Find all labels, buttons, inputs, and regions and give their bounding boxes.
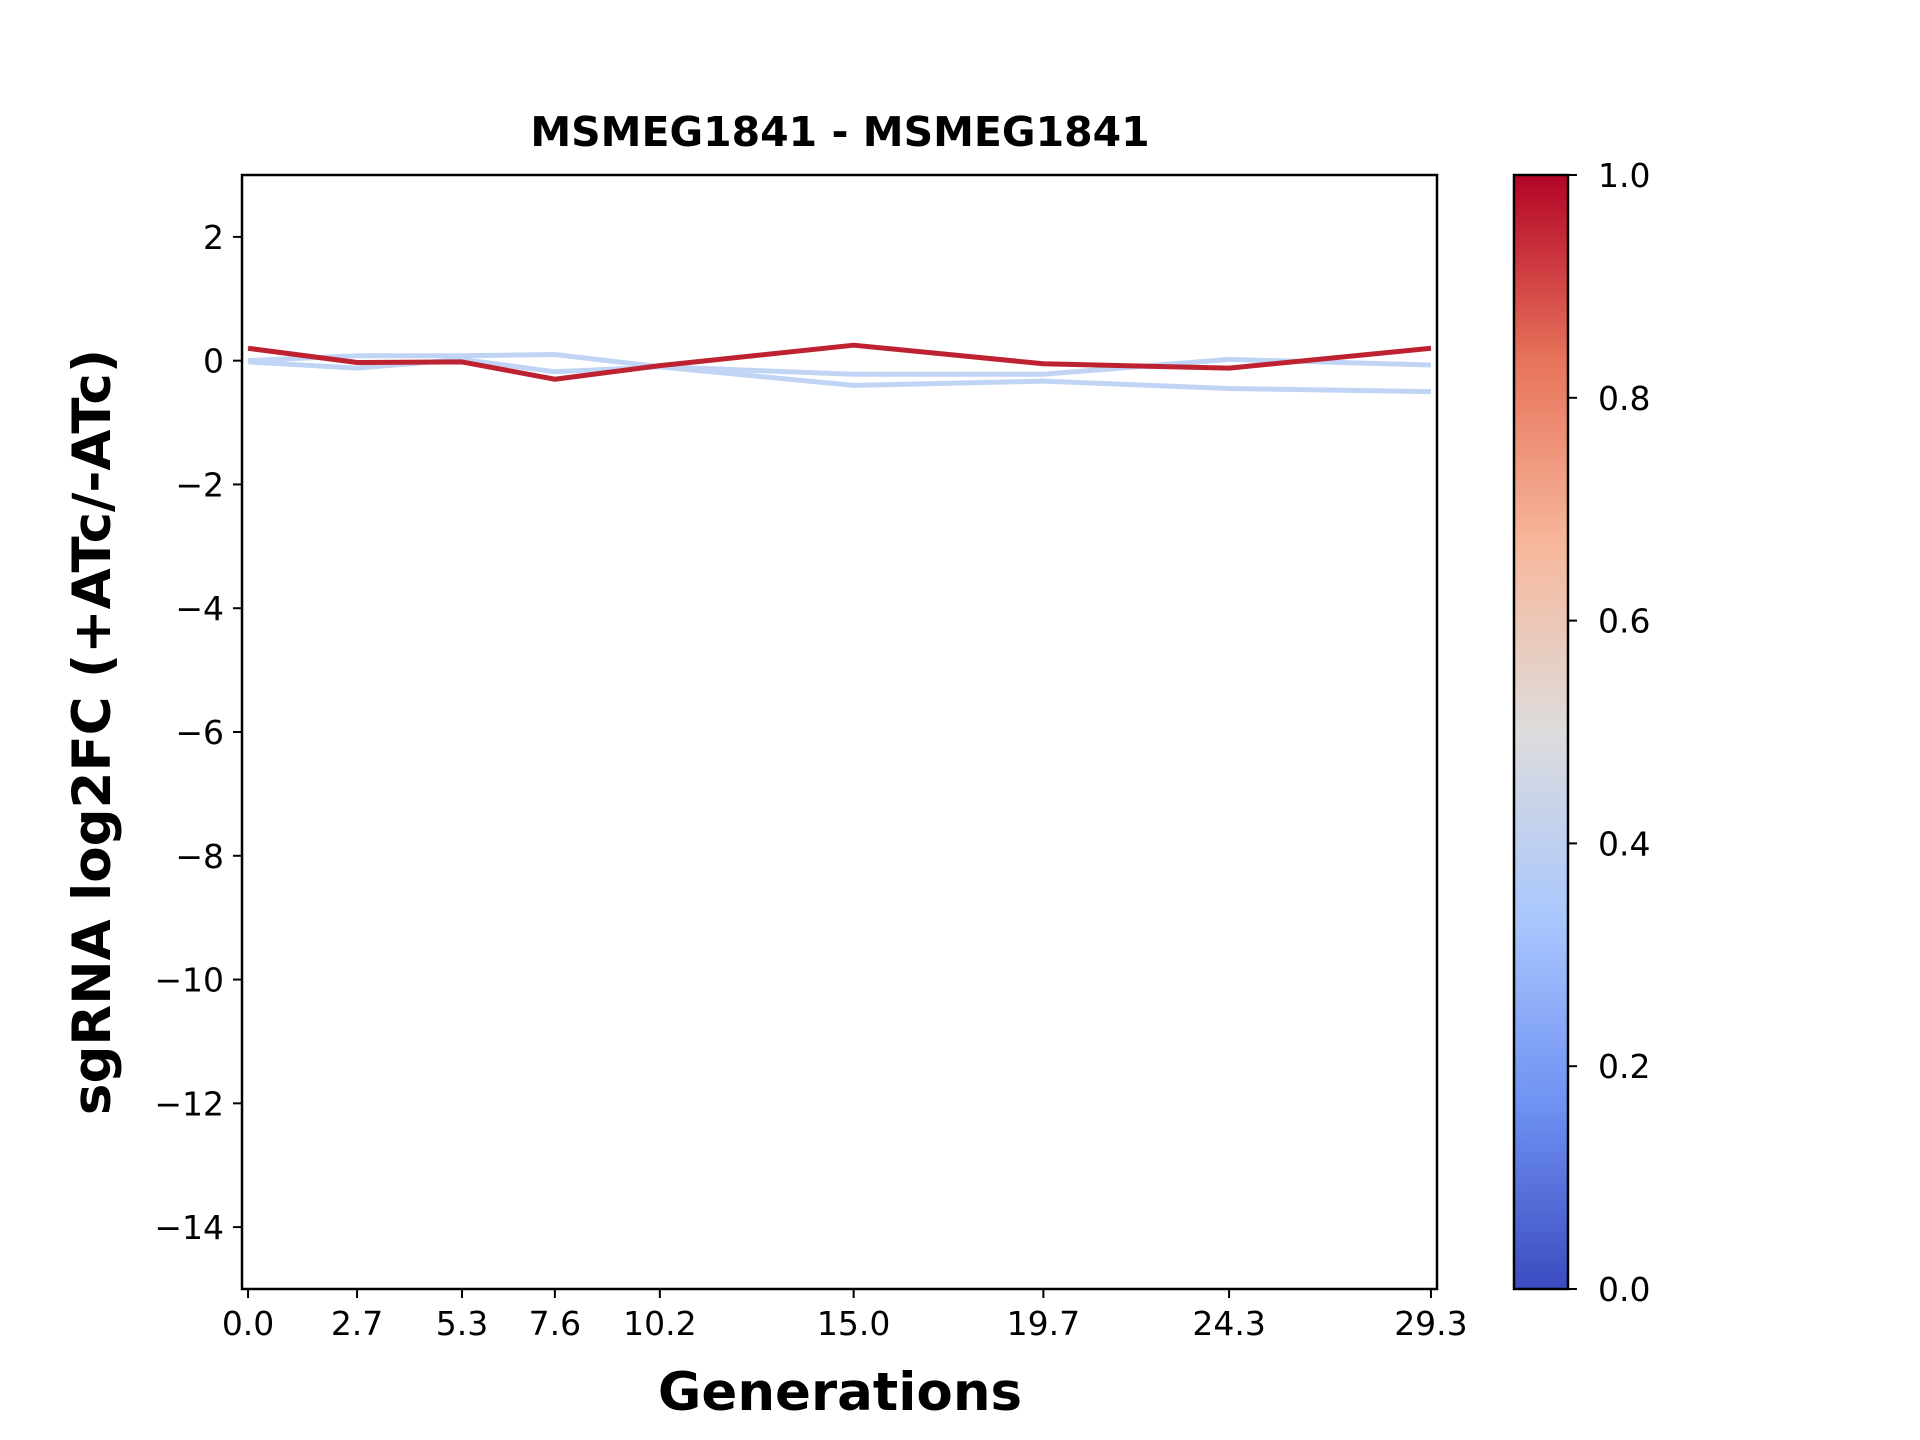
x-tick-label: 15.0 <box>817 1304 890 1343</box>
colorbar-tick-label: 0.0 <box>1598 1270 1650 1309</box>
x-axis-label: Generations <box>658 1362 1022 1423</box>
y-axis-label: sgRNA log2FC (+ATc/-ATc) <box>62 349 123 1115</box>
y-axis: 2 0 −2 −4 −6 −8 −10 −12 −14 <box>154 218 242 1247</box>
x-tick-label: 29.3 <box>1394 1304 1467 1343</box>
y-tick-label: −8 <box>175 837 224 876</box>
colorbar <box>1512 173 1570 1291</box>
x-tick-label: 24.3 <box>1192 1304 1265 1343</box>
x-tick-label: 2.7 <box>331 1304 383 1343</box>
y-tick-label: −2 <box>175 465 224 504</box>
chart-title: MSMEG1841 - MSMEG1841 <box>530 108 1149 156</box>
x-tick-label: 7.6 <box>529 1304 581 1343</box>
y-tick-label: −12 <box>154 1084 224 1123</box>
x-tick-label: 5.3 <box>436 1304 488 1343</box>
colorbar-axis: 0.0 0.2 0.4 0.6 0.8 1.0 <box>1568 156 1650 1309</box>
colorbar-tick-label: 1.0 <box>1598 156 1650 195</box>
plot-frame <box>240 173 1439 1291</box>
y-tick-label: −4 <box>175 589 224 628</box>
x-tick-label: 10.2 <box>623 1304 696 1343</box>
y-tick-label: −14 <box>154 1208 224 1247</box>
series-line-2 <box>247 342 1432 382</box>
y-tick-label: −10 <box>154 961 224 1000</box>
x-tick-label: 0.0 <box>222 1304 274 1343</box>
colorbar-tick-label: 0.2 <box>1598 1047 1650 1086</box>
y-tick-label: −6 <box>175 713 224 752</box>
colorbar-tick-label: 0.4 <box>1598 824 1650 863</box>
y-tick-label: 0 <box>203 342 224 381</box>
y-tick-label: 2 <box>203 218 224 257</box>
x-tick-label: 19.7 <box>1007 1304 1080 1343</box>
x-axis: 0.0 2.7 5.3 7.6 10.2 15.0 19.7 24.3 29.3 <box>222 1289 1468 1343</box>
colorbar-tick-label: 0.6 <box>1598 602 1650 641</box>
series-group <box>247 342 1432 395</box>
colorbar-tick-label: 0.8 <box>1598 379 1650 418</box>
